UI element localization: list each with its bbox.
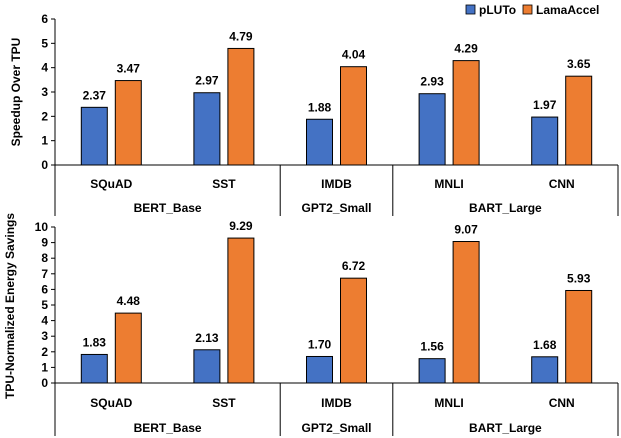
legend: pLUTo LamaAccel	[465, 3, 599, 17]
bottom-bar-lamaaccel	[452, 241, 480, 384]
top-bar-pluto	[531, 116, 559, 166]
legend-swatch-lamaaccel	[522, 4, 533, 15]
bottom-bar-lamaaccel	[227, 237, 255, 384]
bottom-category-label: SQuAD	[90, 396, 132, 410]
top-bar-lamaaccel	[114, 80, 142, 166]
bottom-chart-panel: 0 12 34 5 67 89 10 1.83 2.13 1.70 1.56 1.68 4.48 9.29…	[35, 219, 619, 436]
bottom-data-label-lamaaccel: 6.72	[342, 259, 366, 273]
top-data-label-pluto: 1.88	[308, 100, 332, 114]
bottom-y-axis-title: TPU-Normalized Energy Savings	[3, 213, 17, 399]
bottom-data-label-lamaaccel: 9.07	[454, 223, 478, 237]
bottom-data-label-pluto: 1.68	[533, 338, 557, 352]
bottom-data-label-pluto: 1.56	[420, 340, 444, 354]
bottom-group-label: BART_Large	[469, 421, 542, 435]
top-bar-lamaaccel	[227, 47, 255, 166]
bottom-category-label: IMDB	[321, 396, 352, 410]
top-bar-pluto	[193, 92, 221, 166]
top-y-tick-label: 6	[41, 12, 48, 26]
top-bar-lamaaccel	[452, 60, 480, 166]
top-bar-pluto	[306, 118, 333, 166]
bottom-data-label-pluto: 2.13	[195, 331, 219, 345]
bottom-category-label: SST	[212, 396, 236, 410]
top-category-label: SQuAD	[90, 177, 132, 191]
top-category-label: SST	[212, 177, 236, 191]
bottom-y-tick-label: 2	[41, 345, 48, 359]
top-y-tick-label: 4	[41, 61, 48, 75]
top-data-label-pluto: 2.37	[83, 88, 107, 102]
top-data-label-lamaaccel: 4.29	[454, 42, 478, 56]
bottom-bar-pluto	[80, 353, 108, 384]
top-bar-lamaaccel	[340, 66, 367, 166]
bottom-y-tick-label: 3	[41, 329, 48, 343]
top-data-label-lamaaccel: 4.79	[229, 29, 253, 43]
bottom-data-label-pluto: 1.83	[83, 335, 107, 349]
bottom-bar-pluto	[418, 358, 446, 384]
top-data-label-lamaaccel: 3.47	[117, 62, 141, 76]
top-bar-pluto	[80, 106, 108, 166]
bottom-y-tick-label: 7	[41, 267, 48, 281]
bottom-category-label: CNN	[549, 396, 575, 410]
bottom-group-label: GPT2_Small	[301, 421, 371, 435]
legend-label-lamaaccel: LamaAccel	[536, 3, 599, 17]
top-group-label: BERT_Base	[134, 201, 202, 215]
bottom-bar-pluto	[193, 349, 221, 384]
bottom-y-tick-label: 5	[41, 298, 48, 312]
top-y-axis-title: Speedup Over TPU	[9, 38, 23, 147]
bottom-y-tick-label: 8	[41, 251, 48, 265]
bottom-y-tick-label: 10	[35, 220, 49, 234]
bottom-data-label-pluto: 1.70	[308, 337, 332, 351]
legend-swatch-pluto	[465, 4, 476, 15]
bottom-data-label-lamaaccel: 5.93	[567, 271, 591, 285]
top-y-tick-label: 2	[41, 109, 48, 123]
top-y-tick-label: 1	[41, 134, 48, 148]
bottom-bar-lamaaccel	[340, 277, 367, 384]
bottom-y-tick-label: 6	[41, 282, 48, 296]
bottom-group-label: BERT_Base	[134, 421, 202, 435]
top-category-label: MNLI	[434, 177, 463, 191]
top-category-label: CNN	[549, 177, 575, 191]
top-data-label-pluto: 2.97	[195, 74, 219, 88]
top-bar-lamaaccel	[565, 75, 593, 166]
bottom-category-label: MNLI	[434, 396, 463, 410]
bottom-y-tick-label: 9	[41, 236, 48, 250]
bottom-data-label-lamaaccel: 4.48	[117, 294, 141, 308]
top-chart-panel: 0 1 2 3 4 5 6 2.37 2.97 1.88 2.93 1.97 3.47 4.79 4.04 4…	[41, 12, 619, 216]
top-y-tick-label: 5	[41, 36, 48, 50]
top-y-tick-label: 0	[41, 158, 48, 172]
top-category-label: IMDB	[321, 177, 352, 191]
bottom-data-label-lamaaccel: 9.29	[229, 219, 253, 233]
top-group-label: BART_Large	[469, 201, 542, 215]
top-data-label-pluto: 1.97	[533, 98, 557, 112]
bottom-bar-pluto	[306, 355, 333, 384]
bottom-y-tick-label: 4	[41, 314, 48, 328]
bottom-bar-lamaaccel	[114, 312, 142, 384]
top-y-tick-label: 3	[41, 85, 48, 99]
top-data-label-lamaaccel: 3.65	[567, 57, 591, 71]
bottom-y-tick-label: 1	[41, 360, 48, 374]
top-group-label: GPT2_Small	[301, 201, 371, 215]
bottom-y-tick-label: 0	[41, 376, 48, 390]
top-data-label-lamaaccel: 4.04	[342, 48, 366, 62]
top-data-label-pluto: 2.93	[420, 75, 444, 89]
bottom-bar-pluto	[531, 356, 559, 384]
bottom-bar-lamaaccel	[565, 289, 593, 384]
top-bar-pluto	[418, 93, 446, 166]
legend-label-pluto: pLUTo	[479, 3, 516, 17]
